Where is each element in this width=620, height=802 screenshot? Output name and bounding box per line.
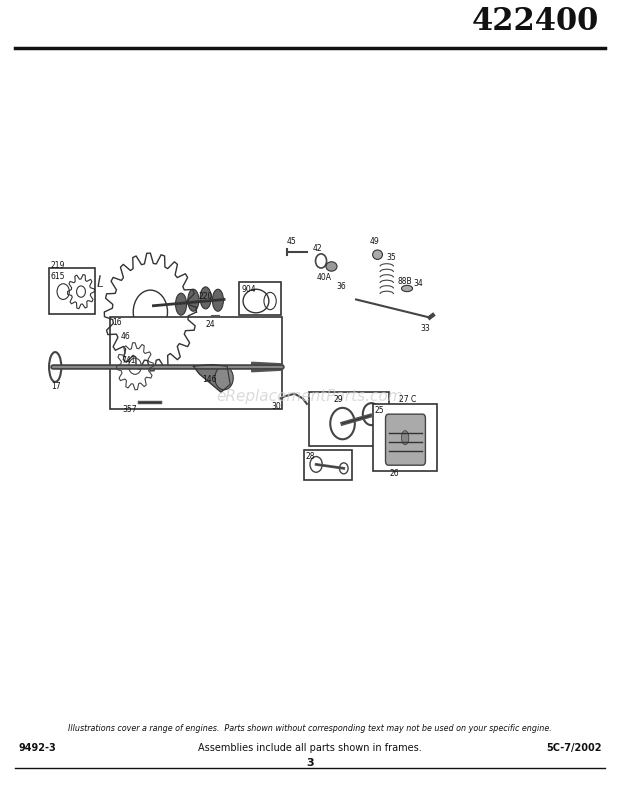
Text: 28: 28	[305, 452, 314, 461]
Text: 88B: 88B	[397, 277, 412, 286]
FancyBboxPatch shape	[49, 268, 95, 314]
Text: 220: 220	[198, 292, 213, 301]
Text: Assemblies include all parts shown in frames.: Assemblies include all parts shown in fr…	[198, 743, 422, 753]
Ellipse shape	[200, 287, 211, 309]
Text: 35: 35	[386, 253, 396, 261]
Circle shape	[215, 367, 233, 390]
FancyBboxPatch shape	[309, 392, 389, 446]
FancyBboxPatch shape	[239, 282, 281, 315]
FancyBboxPatch shape	[386, 414, 425, 465]
Text: 741: 741	[121, 356, 135, 365]
Text: 34: 34	[413, 279, 423, 288]
Text: 615: 615	[51, 272, 65, 281]
FancyBboxPatch shape	[373, 404, 437, 471]
Ellipse shape	[175, 294, 187, 315]
Text: 3: 3	[306, 758, 314, 768]
Text: 9492-3: 9492-3	[19, 743, 56, 753]
Text: 146: 146	[203, 375, 217, 384]
Text: 49: 49	[370, 237, 379, 246]
Ellipse shape	[402, 431, 409, 445]
Text: 30: 30	[272, 403, 281, 411]
Text: 24: 24	[206, 320, 215, 329]
Ellipse shape	[326, 261, 337, 271]
Ellipse shape	[373, 250, 383, 259]
Text: 904: 904	[241, 285, 256, 294]
Text: 357: 357	[122, 405, 137, 414]
Text: 46: 46	[121, 332, 131, 341]
Text: Illustrations cover a range of engines.  Parts shown without corresponding text : Illustrations cover a range of engines. …	[68, 724, 552, 733]
Ellipse shape	[213, 290, 223, 311]
Text: 29: 29	[334, 395, 343, 403]
Polygon shape	[252, 363, 282, 371]
Text: 45: 45	[286, 237, 296, 246]
Text: 25: 25	[374, 407, 384, 415]
FancyBboxPatch shape	[110, 317, 282, 410]
FancyBboxPatch shape	[304, 450, 352, 480]
Polygon shape	[193, 365, 230, 392]
Text: 33: 33	[420, 324, 430, 333]
Ellipse shape	[402, 286, 412, 292]
Text: 26: 26	[390, 469, 399, 478]
Text: 36: 36	[337, 282, 346, 291]
Text: 16: 16	[112, 318, 122, 327]
Text: 40A: 40A	[317, 273, 332, 282]
Text: 219: 219	[51, 261, 65, 270]
Text: 5C-7/2002: 5C-7/2002	[546, 743, 601, 753]
Ellipse shape	[188, 290, 199, 311]
Text: eReplacementParts.com: eReplacementParts.com	[216, 389, 404, 403]
Text: 27 C: 27 C	[399, 395, 416, 404]
Text: 42: 42	[312, 244, 322, 253]
Text: 17: 17	[51, 382, 61, 391]
Text: 422400: 422400	[471, 6, 598, 37]
